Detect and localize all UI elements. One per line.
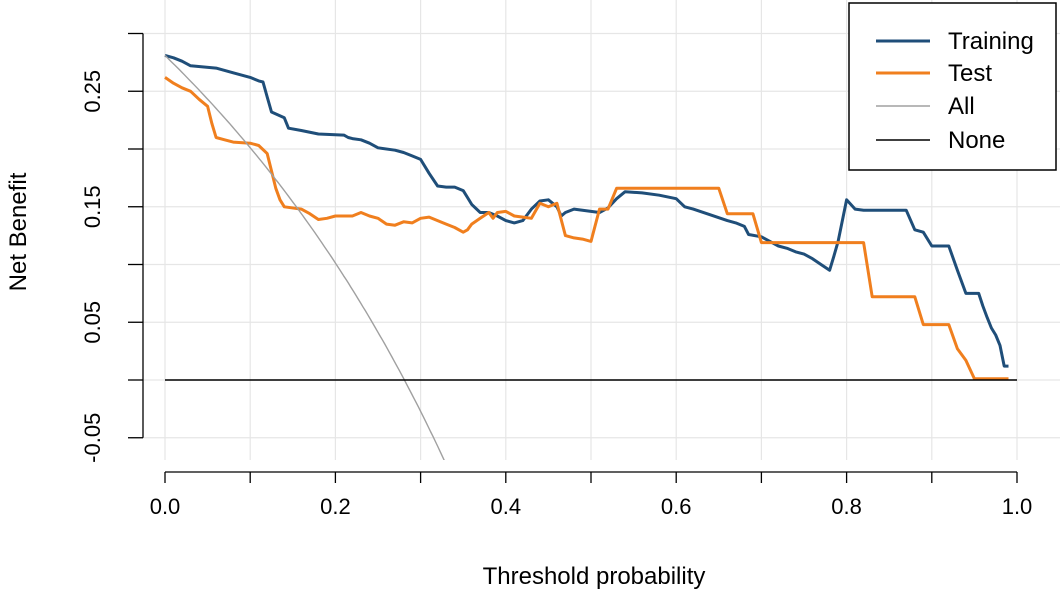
legend: Training Test All None — [848, 2, 1057, 171]
y-tick-label: 0.25 — [80, 70, 105, 113]
legend-label-test: Test — [948, 60, 992, 87]
series-line-all — [164, 54, 445, 460]
legend-box — [848, 2, 1057, 171]
series-layer — [164, 53, 1017, 460]
x-tick-label: 1.0 — [1002, 494, 1033, 519]
y-tick-label: 0.05 — [80, 301, 105, 344]
x-axis-title: Threshold probability — [483, 563, 706, 590]
x-tick-label: 0.8 — [831, 494, 862, 519]
legend-label-none: None — [948, 127, 1005, 154]
legend-label-all: All — [948, 93, 975, 120]
y-tick-label: 0.15 — [80, 185, 105, 228]
x-tick-label: 0.6 — [661, 494, 692, 519]
y-tick-label: -0.05 — [80, 413, 105, 463]
x-tick-label: 0.4 — [491, 494, 522, 519]
legend-label-training: Training — [948, 28, 1034, 55]
axes: -0.05 0.05 0.15 0.25 0.0 0.2 0.4 0.6 0.8 1.0 — [80, 32, 1033, 519]
series-line-test — [164, 76, 1009, 381]
x-tick-label: 0.0 — [150, 494, 181, 519]
series-line-training — [164, 53, 1009, 368]
x-tick-label: 0.2 — [320, 494, 351, 519]
y-axis-title: Net Benefit — [5, 172, 32, 291]
